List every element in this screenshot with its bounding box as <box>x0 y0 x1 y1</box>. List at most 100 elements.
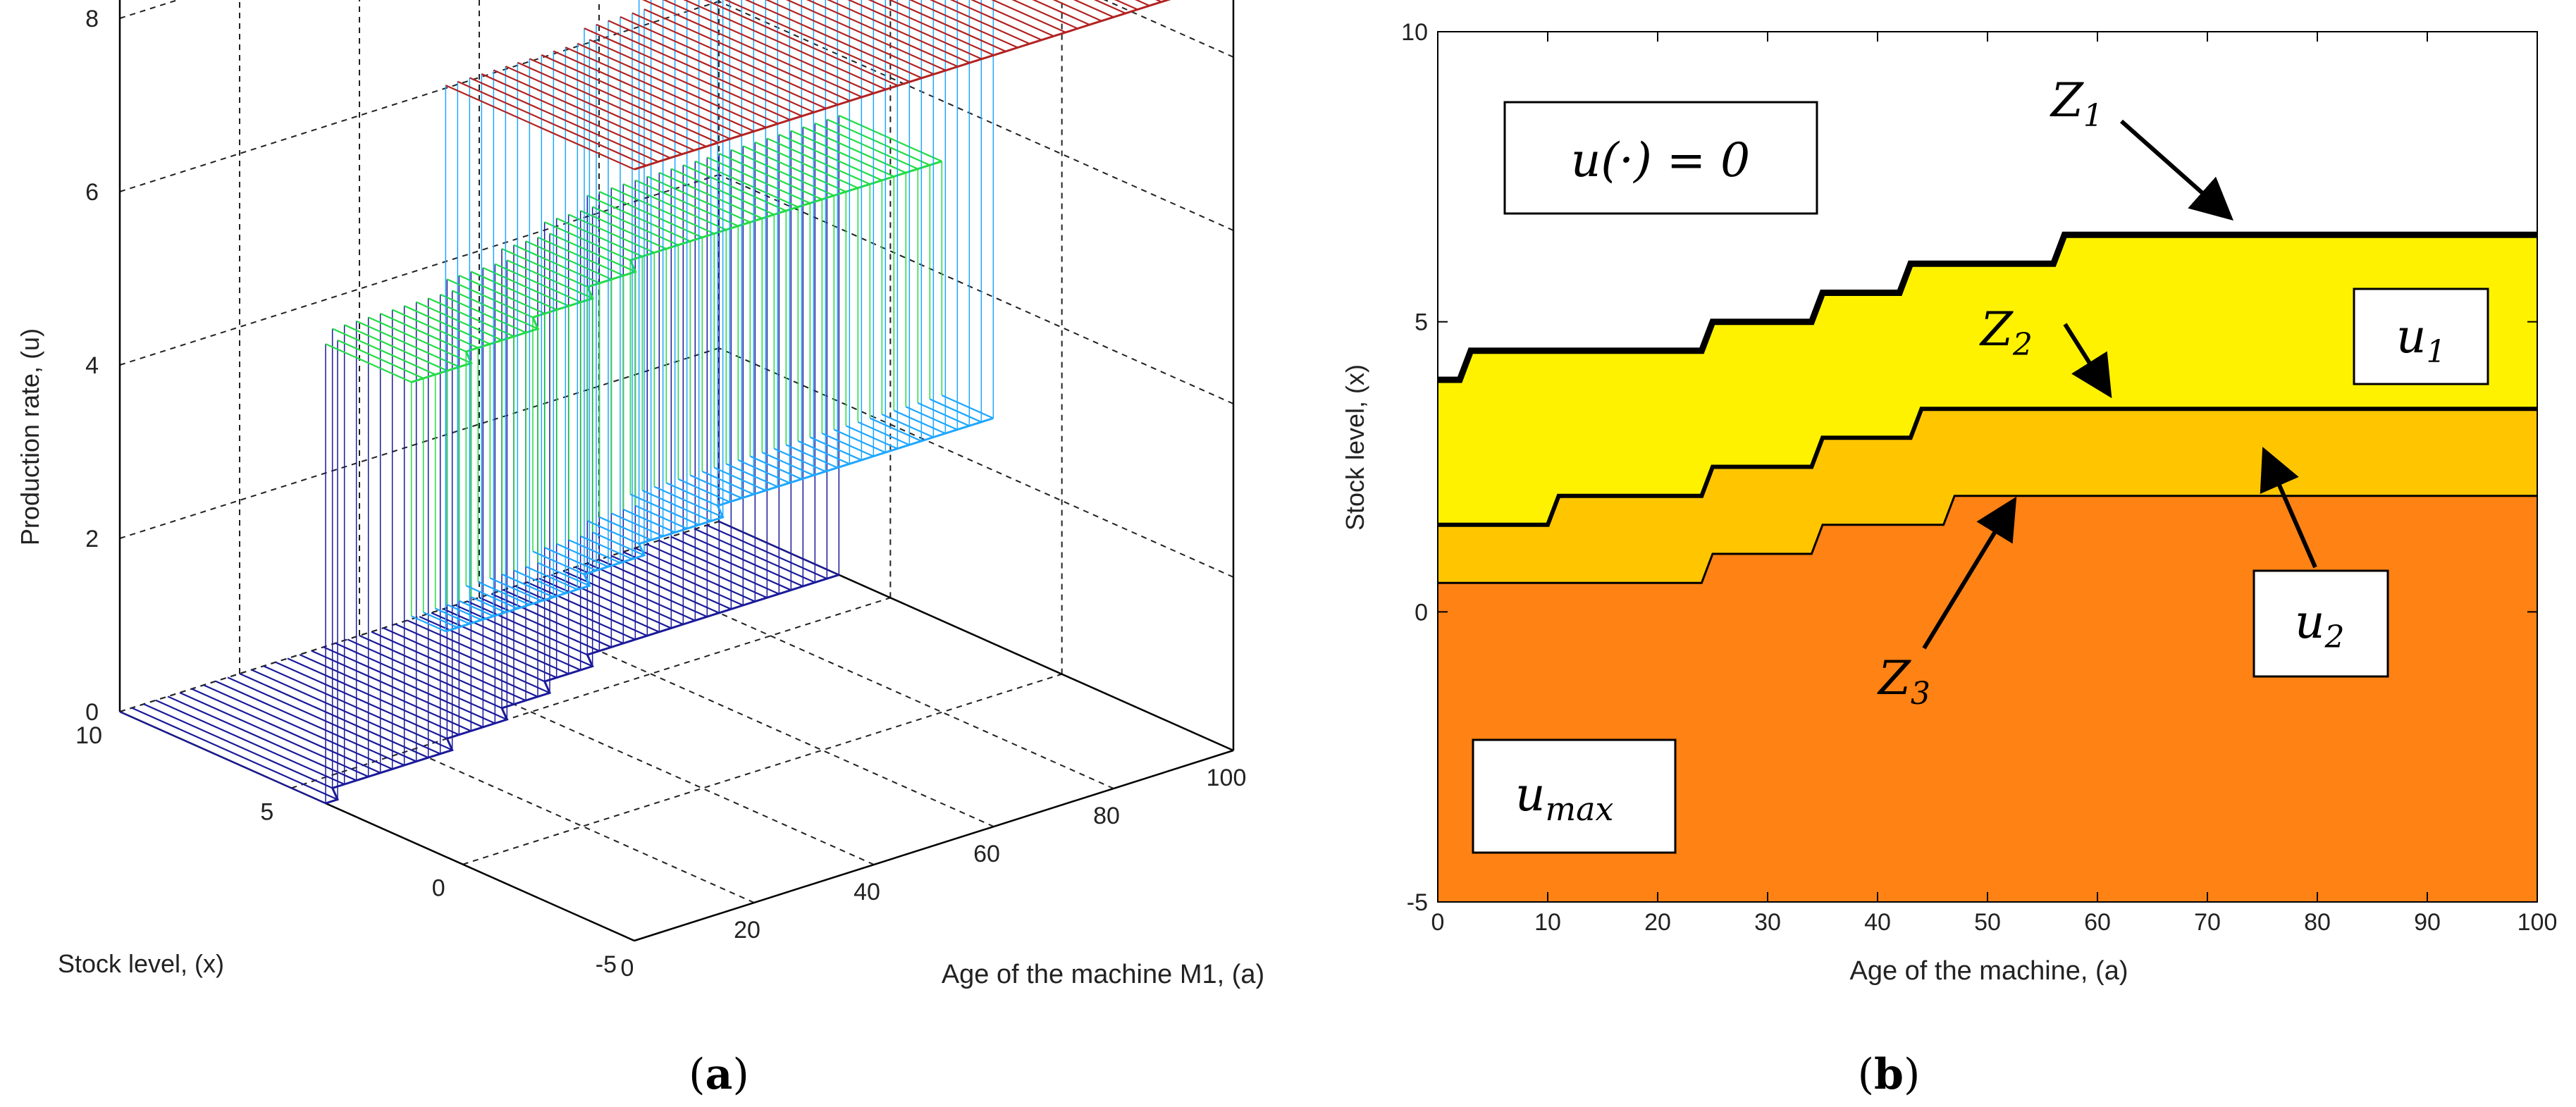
a-surface-line <box>506 259 593 299</box>
a-surface-line <box>917 402 970 427</box>
a-ztick-label: 8 <box>85 6 99 32</box>
b-label-zero-region: u(·) = 0 <box>1503 101 1818 215</box>
a-surface-line <box>642 0 863 98</box>
a-surface-line <box>332 328 436 376</box>
a-surface-line <box>505 66 695 151</box>
b-xtick-label: 40 <box>1864 909 1891 936</box>
a-surface-line <box>765 0 935 75</box>
a-caption-letter: a <box>705 1050 733 1099</box>
a-surface-line <box>191 688 381 774</box>
a-surface-line <box>677 478 730 503</box>
a-surface-line <box>501 247 588 288</box>
a-surface-line <box>653 486 724 518</box>
a-surface-line <box>435 607 470 625</box>
b-xtick-label: 60 <box>2084 909 2111 936</box>
b-ylabel: Stock level, (x) <box>1341 364 1369 531</box>
a-surface-line <box>725 463 778 488</box>
a-surface-line <box>469 77 659 163</box>
a-surface-line <box>440 293 526 334</box>
a-surface-line <box>467 600 588 656</box>
a-surface-line <box>489 577 542 602</box>
a-surface-line <box>537 236 624 276</box>
a-surface-line <box>701 471 754 495</box>
a-surface-line <box>620 16 827 109</box>
a-surface-line <box>929 398 982 423</box>
a-surface-line <box>744 0 923 79</box>
a-surface <box>119 0 1171 805</box>
a-surface-line <box>562 570 684 626</box>
a-surface-line <box>694 160 799 208</box>
a-surface-line <box>215 680 405 766</box>
a-surface-line <box>588 39 779 125</box>
a-surface-line <box>730 149 834 197</box>
a-surface-line <box>580 209 667 250</box>
a-ytick-label: -5 <box>596 951 617 978</box>
a-caption: (a) <box>689 1050 749 1099</box>
a-surface-line <box>970 0 1054 37</box>
a-surface-line <box>143 703 333 789</box>
a-floor-grid <box>291 597 891 789</box>
b-xlabel: Age of the machine, (a) <box>1850 956 2128 986</box>
a-surface-line <box>553 50 743 136</box>
b-label-umax: umax <box>1472 738 1677 854</box>
b-curve-z3 <box>1438 495 2537 584</box>
svg-text:umax: umax <box>1515 767 1614 828</box>
a-surface-line <box>529 58 719 144</box>
a-surface-line <box>525 566 578 590</box>
svg-text:(a): (a) <box>689 1050 749 1099</box>
a-surface-line <box>826 118 930 166</box>
a-xtick-label: 0 <box>621 955 634 982</box>
a-surface-line <box>629 493 700 526</box>
a-surface-line <box>1011 0 1078 30</box>
a-side-grid <box>718 347 1234 578</box>
a-surface-line <box>347 638 503 709</box>
a-surface-line <box>119 710 326 805</box>
a-surface-line <box>577 42 767 128</box>
a-surface-line <box>287 657 460 736</box>
a-surface-line <box>587 520 640 545</box>
a-zlabel: Production rate, (u) <box>16 328 44 545</box>
a-surface-line <box>325 343 412 383</box>
b-ytick-label: 0 <box>1415 599 1428 626</box>
a-surface-line <box>658 539 779 595</box>
a-surface-line <box>670 536 791 591</box>
a-surface-line <box>869 417 922 442</box>
a-surface-line <box>544 221 631 261</box>
b-ytick-label: -5 <box>1407 889 1428 916</box>
a-surface-line <box>479 596 600 652</box>
a-surface-line <box>368 316 472 364</box>
a-surface-line <box>443 608 581 671</box>
b-label-u2: u2 <box>2253 569 2389 678</box>
a-surface-line <box>263 665 453 751</box>
b-xtick-label: 10 <box>1534 909 1561 936</box>
a-surface-line <box>584 27 791 121</box>
b-xtick-label: 20 <box>1644 909 1671 936</box>
a-surface-line <box>634 547 756 602</box>
a-surface-line <box>847 0 982 60</box>
a-surface-line <box>809 436 862 461</box>
a-surface-line <box>580 535 633 560</box>
svg-text:Z1: Z1 <box>2050 73 2103 134</box>
a-surface-line <box>452 290 538 330</box>
svg-text:u2: u2 <box>2295 595 2345 655</box>
a-surface-line <box>227 676 417 762</box>
b-ytick-label: 5 <box>1415 309 1428 336</box>
b-caption: (b) <box>1858 1050 1921 1099</box>
a-surface-line <box>526 581 648 637</box>
a-surface-line <box>407 619 546 683</box>
a-surface-line <box>167 695 357 781</box>
a-surface-line <box>838 114 942 162</box>
a-surface-line <box>761 452 814 476</box>
a-surface-line <box>275 661 448 740</box>
a-surface-line <box>337 339 424 379</box>
a-surface-line <box>568 214 655 254</box>
a-surface-line <box>532 550 585 576</box>
a-surface-line <box>447 604 482 621</box>
a-surface-line <box>544 547 597 571</box>
a-surface-line <box>893 409 946 435</box>
a-surface-line <box>949 0 1042 41</box>
a-surface-line <box>537 562 590 587</box>
b-caption-letter: b <box>1874 1050 1904 1099</box>
